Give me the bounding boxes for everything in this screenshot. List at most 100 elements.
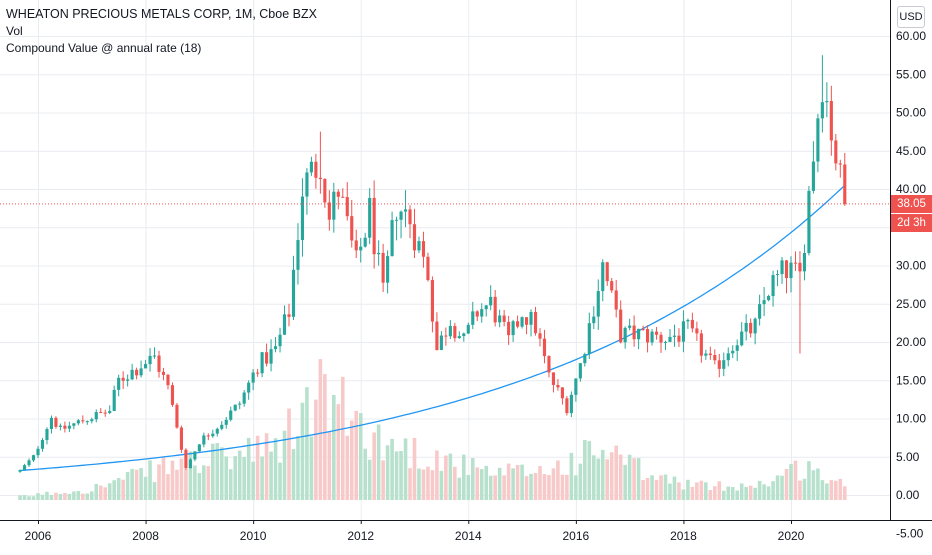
candle-body xyxy=(533,311,538,334)
volume-bar xyxy=(175,469,179,500)
volume-bar xyxy=(591,455,596,500)
volume-bar xyxy=(623,464,627,500)
volume-bar xyxy=(219,447,224,500)
candle-body xyxy=(843,164,847,204)
volume-bar xyxy=(466,474,471,500)
volume-bar xyxy=(780,475,784,500)
candle-body xyxy=(332,191,336,220)
price-axis-tick-label: 30.00 xyxy=(896,259,926,273)
volume-bar xyxy=(766,486,771,500)
candle-body xyxy=(475,311,479,317)
volume-bar xyxy=(31,496,36,500)
price-axis-tick-label: 20.00 xyxy=(896,335,926,349)
candle-body xyxy=(197,444,201,452)
candle-body xyxy=(623,327,627,343)
volume-bar xyxy=(282,430,287,500)
candle-body xyxy=(368,197,372,238)
volume-bar xyxy=(609,452,614,500)
candle-body xyxy=(45,429,49,441)
volume-legend[interactable]: Vol xyxy=(6,24,23,38)
volume-bar xyxy=(713,486,717,500)
volume-bar xyxy=(327,431,332,500)
candle-body xyxy=(816,118,820,162)
candle-body xyxy=(108,410,112,413)
candle-body xyxy=(229,410,233,420)
time-axis[interactable]: 2006 2008 2010 2012 2014 2016 2018 2020 xyxy=(25,520,805,543)
candle-body xyxy=(94,412,98,420)
candle-body xyxy=(672,335,677,337)
volume-bar xyxy=(488,475,493,500)
price-axis[interactable]: 60.0055.0050.0045.0040.0035.0030.0025.00… xyxy=(896,29,926,540)
volume-bar xyxy=(18,495,22,500)
volume-bar xyxy=(659,475,663,500)
candle-body xyxy=(417,241,421,251)
volume-bar xyxy=(825,483,829,500)
volume-bar xyxy=(85,493,90,500)
volume-bars xyxy=(18,359,847,500)
indicator-legend[interactable]: Compound Value @ annual rate (18) xyxy=(6,41,202,55)
candle-body xyxy=(386,256,390,283)
candle-body xyxy=(300,196,305,241)
candle-body xyxy=(99,412,103,414)
volume-bar xyxy=(757,480,762,500)
candle-body xyxy=(345,197,349,217)
volume-bar xyxy=(578,463,583,500)
time-axis-tick-label: 2012 xyxy=(347,529,374,543)
volume-bar xyxy=(654,479,659,500)
candle-body xyxy=(802,253,807,272)
candle-body xyxy=(359,246,363,251)
candle-body xyxy=(206,435,210,437)
candle-body xyxy=(211,433,215,437)
candle-body xyxy=(336,191,340,197)
candle-body xyxy=(578,363,582,379)
volume-bar xyxy=(358,413,363,500)
candle-body xyxy=(775,274,780,276)
volume-bar xyxy=(233,456,238,500)
candle-body xyxy=(695,328,699,334)
candle-body xyxy=(807,190,811,254)
volume-bar xyxy=(529,473,533,500)
candle-body xyxy=(188,459,192,469)
candle-body xyxy=(318,177,322,180)
volume-bar xyxy=(193,465,197,500)
volume-bar xyxy=(314,399,318,500)
volume-bar xyxy=(789,464,793,500)
volume-bar xyxy=(202,465,206,500)
volume-bar xyxy=(627,454,632,500)
volume-bar xyxy=(309,436,314,500)
candle-body xyxy=(596,291,600,317)
volume-bar xyxy=(717,481,722,500)
volume-bar xyxy=(435,450,439,500)
volume-bar xyxy=(842,486,847,500)
candle-body xyxy=(771,275,775,297)
volume-bar xyxy=(686,479,690,500)
candle-body xyxy=(341,196,345,198)
volume-bar xyxy=(390,438,394,500)
volume-bar xyxy=(470,458,475,500)
volume-bar xyxy=(188,451,193,500)
volume-bar xyxy=(215,443,220,500)
symbol-title[interactable]: WHEATON PRECIOUS METALS CORP, 1M, Cboe B… xyxy=(6,7,317,21)
volume-bar xyxy=(565,474,569,500)
candle-body xyxy=(789,262,793,279)
candle-body xyxy=(587,323,591,355)
grid-lines xyxy=(0,0,890,520)
volume-bar xyxy=(605,459,610,500)
price-axis-tick-label: 25.00 xyxy=(896,297,926,311)
candle-body xyxy=(85,421,89,423)
volume-bar xyxy=(699,480,704,500)
candle-body xyxy=(233,404,237,411)
volume-bar xyxy=(291,449,296,500)
currency-button[interactable]: USD xyxy=(897,6,925,28)
candle-body xyxy=(350,216,354,241)
price-axis-tick-label: -5.00 xyxy=(896,526,924,540)
candle-body xyxy=(117,377,121,390)
candle-body xyxy=(798,262,802,272)
volume-bar xyxy=(820,480,825,500)
candle-body xyxy=(403,209,408,212)
volume-bar xyxy=(426,466,430,500)
candle-body xyxy=(314,161,318,178)
volume-bar xyxy=(152,482,157,500)
